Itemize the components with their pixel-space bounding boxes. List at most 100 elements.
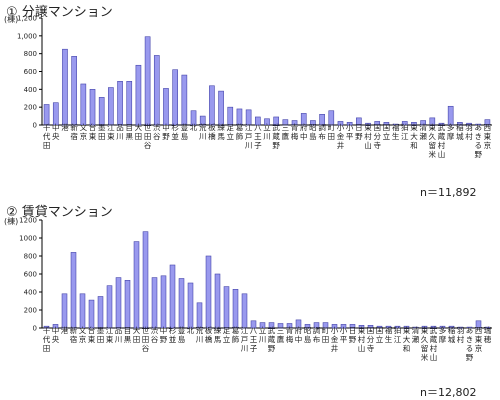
bar	[218, 90, 224, 126]
x-tick-label: 清瀬	[419, 122, 427, 141]
x-tick-label: 三鷹	[277, 326, 285, 344]
x-tick-label: 福生	[385, 326, 393, 344]
y-tick-label: 600	[24, 68, 37, 76]
x-tick-label: 墨田	[97, 326, 105, 344]
bar	[277, 323, 284, 329]
bar	[160, 275, 167, 329]
y-tick-label: 400	[24, 86, 37, 94]
bar	[411, 122, 417, 126]
bar	[300, 113, 307, 126]
bar	[448, 325, 455, 329]
x-tick-label: 青梅	[291, 122, 299, 141]
bar	[52, 102, 59, 126]
bar	[322, 322, 329, 329]
x-tick-label: 足立	[223, 326, 231, 344]
x-tick-label: 東村山	[358, 325, 366, 353]
x-tick-label: 東村山	[364, 122, 372, 150]
x-tick-label: あきる野	[474, 123, 482, 159]
bar	[70, 252, 77, 329]
bar	[153, 55, 160, 126]
bar	[457, 326, 464, 329]
bar	[236, 108, 243, 126]
bar	[71, 56, 77, 126]
bar	[151, 277, 158, 329]
x-tick-label: 江東	[107, 123, 115, 141]
bar	[421, 325, 428, 329]
x-tick-label: 板橋	[205, 325, 213, 344]
bar	[124, 280, 131, 329]
bar	[190, 110, 197, 126]
bar	[346, 122, 353, 126]
x-tick-label: 昭島	[309, 123, 317, 141]
x-tick-label: 町田	[322, 326, 330, 344]
x-tick-label: 新宿	[70, 122, 78, 141]
bar	[117, 81, 123, 126]
x-tick-label: 小平	[340, 326, 348, 344]
bar	[475, 320, 482, 329]
bar	[420, 120, 426, 126]
chart-panel-bunjo: ① 分譲マンション (棟) 0 200 400 600 800 1,000 1,200 千代田中…	[4, 5, 492, 199]
bar	[429, 117, 436, 126]
bar	[383, 122, 390, 126]
x-tick-label: 清瀬	[412, 325, 420, 344]
bar	[178, 278, 185, 329]
bar	[209, 85, 215, 126]
bar	[367, 325, 374, 329]
x-tick-label: 江東	[106, 326, 114, 344]
x-tick-label: 羽村	[457, 326, 465, 344]
y-tick-label: 0	[33, 122, 37, 130]
x-tick-label: 武蔵村山	[438, 122, 446, 159]
bar	[199, 115, 206, 126]
x-tick-label: 稲城	[448, 325, 456, 344]
x-tick-label: 荒川	[196, 325, 204, 344]
x-tick-label: 日野	[355, 123, 363, 141]
bar	[466, 326, 473, 329]
bar	[376, 325, 383, 329]
sample-size-note: n＝12,802	[420, 386, 477, 399]
bar	[365, 122, 371, 126]
x-tick-label: 目黒	[124, 326, 132, 344]
x-tick-label: 府中	[300, 122, 308, 141]
bar	[187, 282, 194, 329]
bar	[245, 109, 252, 126]
bar	[385, 325, 392, 329]
bar	[475, 123, 482, 126]
x-tick-label: 文京	[80, 122, 88, 141]
bar	[268, 322, 275, 329]
bar	[457, 122, 463, 126]
x-tick-label: 荒川	[199, 122, 207, 141]
x-tick-label: 小金井	[337, 123, 345, 150]
sample-size-note: n＝11,892	[420, 186, 477, 199]
x-tick-label: 葛飾	[236, 122, 244, 141]
x-tick-label: 小平	[346, 123, 354, 141]
x-tick-label: 豊島	[181, 122, 189, 141]
bar	[412, 326, 419, 329]
bar	[295, 319, 302, 329]
x-tick-label: 瑞穂	[484, 325, 492, 344]
x-tick-label: 羽村	[465, 123, 473, 141]
bar	[169, 264, 176, 329]
chart-title: ② 賃貸マンション	[6, 205, 113, 220]
bar	[484, 119, 491, 126]
x-tick-label: 国分寺	[367, 326, 375, 353]
bar	[196, 302, 203, 329]
x-tick-label: 中央	[52, 325, 60, 344]
bar	[181, 74, 188, 126]
bar	[43, 104, 50, 126]
y-axis-label: (棟)	[4, 216, 18, 226]
bar	[62, 48, 68, 126]
x-tick-label: 墨田	[98, 123, 106, 141]
bar	[466, 122, 472, 126]
x-tick-label: 足立	[227, 123, 235, 141]
x-tick-label: 台東	[88, 325, 96, 344]
y-tick-label: 1200	[19, 217, 37, 225]
x-tick-label: 小金井	[331, 326, 339, 353]
x-tick-label: 品川	[116, 123, 124, 141]
x-tick-label: 品川	[115, 326, 123, 344]
x-tick-label: 中央	[52, 122, 60, 141]
x-tick-label: 立川	[263, 122, 271, 141]
x-tick-label: 世田谷	[144, 122, 152, 150]
x-tick-label: 文京	[79, 325, 87, 344]
